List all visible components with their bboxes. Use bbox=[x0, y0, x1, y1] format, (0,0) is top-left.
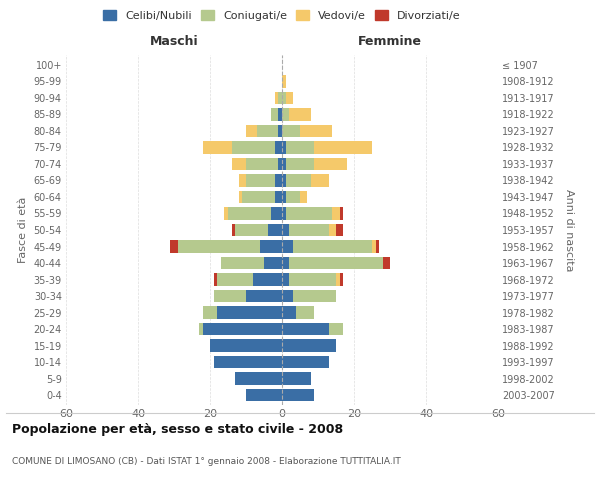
Bar bbox=[300, 191, 307, 203]
Bar bbox=[235, 224, 268, 236]
Bar bbox=[332, 208, 340, 220]
Bar bbox=[376, 240, 379, 252]
Bar bbox=[286, 208, 332, 220]
Bar bbox=[282, 208, 286, 220]
Bar bbox=[246, 389, 282, 402]
Legend: Celibi/Nubili, Coniugati/e, Vedovi/e, Divorziati/e: Celibi/Nubili, Coniugati/e, Vedovi/e, Di… bbox=[101, 8, 463, 23]
Bar bbox=[278, 108, 282, 120]
Bar bbox=[268, 224, 282, 236]
Bar bbox=[275, 174, 282, 186]
Bar bbox=[264, 257, 282, 269]
Bar bbox=[296, 306, 314, 318]
Bar bbox=[286, 158, 314, 170]
Bar bbox=[282, 389, 314, 402]
Bar bbox=[232, 142, 275, 154]
Bar bbox=[282, 240, 293, 252]
Bar bbox=[224, 208, 228, 220]
Bar bbox=[275, 92, 278, 104]
Bar bbox=[340, 208, 343, 220]
Bar bbox=[286, 191, 300, 203]
Bar bbox=[203, 306, 217, 318]
Bar bbox=[246, 125, 257, 137]
Bar bbox=[289, 257, 383, 269]
Bar bbox=[282, 158, 286, 170]
Bar bbox=[282, 306, 296, 318]
Bar bbox=[282, 92, 286, 104]
Bar bbox=[289, 108, 311, 120]
Bar bbox=[228, 208, 271, 220]
Bar bbox=[271, 208, 282, 220]
Bar bbox=[336, 274, 340, 285]
Bar bbox=[271, 108, 278, 120]
Text: COMUNE DI LIMOSANO (CB) - Dati ISTAT 1° gennaio 2008 - Elaborazione TUTTITALIA.I: COMUNE DI LIMOSANO (CB) - Dati ISTAT 1° … bbox=[12, 458, 401, 466]
Bar bbox=[221, 257, 264, 269]
Bar bbox=[275, 142, 282, 154]
Bar bbox=[178, 240, 260, 252]
Bar bbox=[282, 274, 289, 285]
Bar bbox=[214, 290, 246, 302]
Bar bbox=[340, 274, 343, 285]
Bar bbox=[282, 108, 289, 120]
Bar bbox=[246, 158, 278, 170]
Bar bbox=[278, 158, 282, 170]
Bar bbox=[239, 174, 246, 186]
Y-axis label: Anni di nascita: Anni di nascita bbox=[565, 188, 574, 271]
Bar bbox=[170, 240, 178, 252]
Bar bbox=[293, 290, 336, 302]
Bar bbox=[336, 224, 343, 236]
Bar bbox=[329, 323, 343, 335]
Bar bbox=[246, 174, 275, 186]
Text: Femmine: Femmine bbox=[358, 36, 422, 49]
Bar bbox=[199, 323, 203, 335]
Text: Maschi: Maschi bbox=[149, 36, 199, 49]
Bar bbox=[278, 92, 282, 104]
Bar bbox=[203, 323, 282, 335]
Bar bbox=[282, 224, 289, 236]
Bar bbox=[239, 191, 242, 203]
Bar bbox=[282, 323, 329, 335]
Bar bbox=[232, 158, 246, 170]
Bar bbox=[214, 356, 282, 368]
Bar bbox=[214, 274, 217, 285]
Bar bbox=[282, 290, 293, 302]
Bar bbox=[275, 191, 282, 203]
Bar bbox=[282, 356, 329, 368]
Bar bbox=[210, 340, 282, 352]
Bar bbox=[314, 158, 347, 170]
Bar bbox=[372, 240, 376, 252]
Text: Popolazione per età, sesso e stato civile - 2008: Popolazione per età, sesso e stato civil… bbox=[12, 422, 343, 436]
Y-axis label: Fasce di età: Fasce di età bbox=[18, 197, 28, 263]
Bar bbox=[257, 125, 278, 137]
Bar bbox=[260, 240, 282, 252]
Bar bbox=[282, 142, 286, 154]
Bar bbox=[289, 274, 336, 285]
Bar bbox=[282, 191, 286, 203]
Bar bbox=[282, 257, 289, 269]
Bar bbox=[282, 372, 311, 385]
Bar bbox=[282, 125, 300, 137]
Bar bbox=[203, 142, 232, 154]
Bar bbox=[289, 224, 329, 236]
Bar bbox=[329, 224, 336, 236]
Bar bbox=[246, 290, 282, 302]
Bar bbox=[286, 174, 311, 186]
Bar bbox=[232, 224, 235, 236]
Bar bbox=[293, 240, 372, 252]
Bar bbox=[286, 142, 314, 154]
Bar bbox=[235, 372, 282, 385]
Bar bbox=[242, 191, 275, 203]
Bar bbox=[282, 174, 286, 186]
Bar bbox=[311, 174, 329, 186]
Bar bbox=[217, 306, 282, 318]
Bar bbox=[314, 142, 372, 154]
Bar bbox=[300, 125, 332, 137]
Bar bbox=[282, 75, 286, 88]
Bar bbox=[383, 257, 390, 269]
Bar bbox=[286, 92, 293, 104]
Bar bbox=[278, 125, 282, 137]
Bar bbox=[217, 274, 253, 285]
Bar bbox=[253, 274, 282, 285]
Bar bbox=[282, 340, 336, 352]
